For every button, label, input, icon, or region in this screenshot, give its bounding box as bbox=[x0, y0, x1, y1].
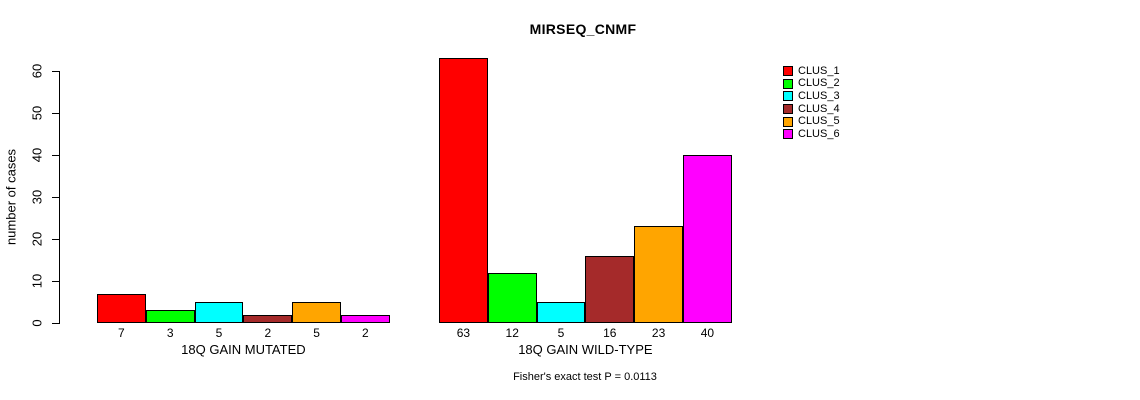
bar-clus_3-group2 bbox=[536, 302, 586, 323]
legend-item-label: CLUS_2 bbox=[798, 77, 840, 90]
legend-item: CLUS_4 bbox=[783, 103, 840, 116]
legend-item: CLUS_6 bbox=[783, 128, 840, 141]
y-axis-tick bbox=[52, 155, 59, 156]
legend-color-swatch bbox=[783, 129, 793, 140]
y-axis-tick bbox=[52, 197, 59, 198]
legend-item-label: CLUS_4 bbox=[798, 102, 840, 115]
bar-clus_3-group1 bbox=[194, 302, 244, 323]
bar-clus_6-group2 bbox=[683, 155, 732, 323]
bar-value-label: 12 bbox=[505, 326, 519, 340]
legend-item: CLUS_1 bbox=[783, 65, 840, 78]
y-axis-tick-label: 0 bbox=[29, 319, 45, 327]
legend-color-swatch bbox=[783, 66, 793, 77]
legend: CLUS_1 CLUS_2 CLUS_3 CLUS_4 CLUS_5 CLUS_6 bbox=[783, 65, 840, 141]
legend-color-swatch bbox=[783, 116, 793, 127]
bar-clus_2-group1 bbox=[145, 310, 195, 323]
legend-item-label: CLUS_3 bbox=[798, 89, 840, 102]
bar-value-label: 2 bbox=[362, 326, 369, 340]
y-axis-tick-label: 30 bbox=[29, 189, 45, 205]
bar-value-label: 5 bbox=[557, 326, 565, 340]
x-axis-category-label: 18Q GAIN MUTATED bbox=[181, 342, 306, 357]
y-axis-tick-label: 10 bbox=[29, 273, 45, 289]
bar-clus_4-group1 bbox=[243, 314, 293, 323]
bar-value-label: 23 bbox=[651, 326, 666, 340]
bar-value-label: 7 bbox=[118, 326, 125, 340]
bar-clus_2-group2 bbox=[487, 272, 537, 323]
bar-clus_4-group2 bbox=[585, 255, 635, 323]
legend-item: CLUS_2 bbox=[783, 78, 840, 91]
y-axis-tick bbox=[52, 71, 59, 72]
legend-item: CLUS_5 bbox=[783, 115, 840, 128]
legend-item-label: CLUS_6 bbox=[798, 127, 840, 140]
bar-clus_6-group1 bbox=[341, 314, 390, 323]
legend-item-label: CLUS_5 bbox=[798, 115, 840, 128]
bar-value-label: 5 bbox=[215, 326, 223, 340]
bar-clus_1-group1 bbox=[97, 293, 146, 323]
y-axis-tick-label: 60 bbox=[29, 63, 45, 79]
bar-value-label: 16 bbox=[603, 326, 617, 340]
chart-title: MIRSEQ_CNMF bbox=[529, 21, 637, 37]
y-axis-title: number of cases bbox=[3, 148, 19, 246]
y-axis-tick-label: 50 bbox=[29, 105, 45, 121]
legend-color-swatch bbox=[783, 78, 793, 89]
bar-clus_5-group1 bbox=[292, 302, 341, 323]
legend-color-swatch bbox=[783, 104, 793, 115]
bar-value-label: 2 bbox=[264, 326, 272, 340]
bar-clus_1-group2 bbox=[439, 58, 488, 323]
bar-value-label: 3 bbox=[166, 326, 174, 340]
x-axis-category-label: 18Q GAIN WILD-TYPE bbox=[518, 342, 653, 357]
y-axis-tick-label: 40 bbox=[29, 147, 45, 163]
y-axis-tick bbox=[52, 281, 59, 282]
bar-value-label: 63 bbox=[456, 326, 471, 340]
y-axis-tick-label: 20 bbox=[29, 231, 45, 247]
bar-clus_5-group2 bbox=[634, 226, 683, 323]
legend-item-label: CLUS_1 bbox=[798, 64, 840, 77]
legend-color-swatch bbox=[783, 91, 793, 102]
y-axis-tick bbox=[52, 239, 59, 240]
y-axis-tick bbox=[52, 323, 59, 324]
y-axis-tick bbox=[52, 113, 59, 114]
bar-value-label: 5 bbox=[313, 326, 320, 340]
y-axis-line bbox=[59, 71, 60, 324]
fisher-test-note: Fisher's exact test P = 0.0113 bbox=[513, 371, 657, 383]
legend-item: CLUS_3 bbox=[783, 90, 840, 103]
bar-value-label: 40 bbox=[700, 326, 715, 340]
